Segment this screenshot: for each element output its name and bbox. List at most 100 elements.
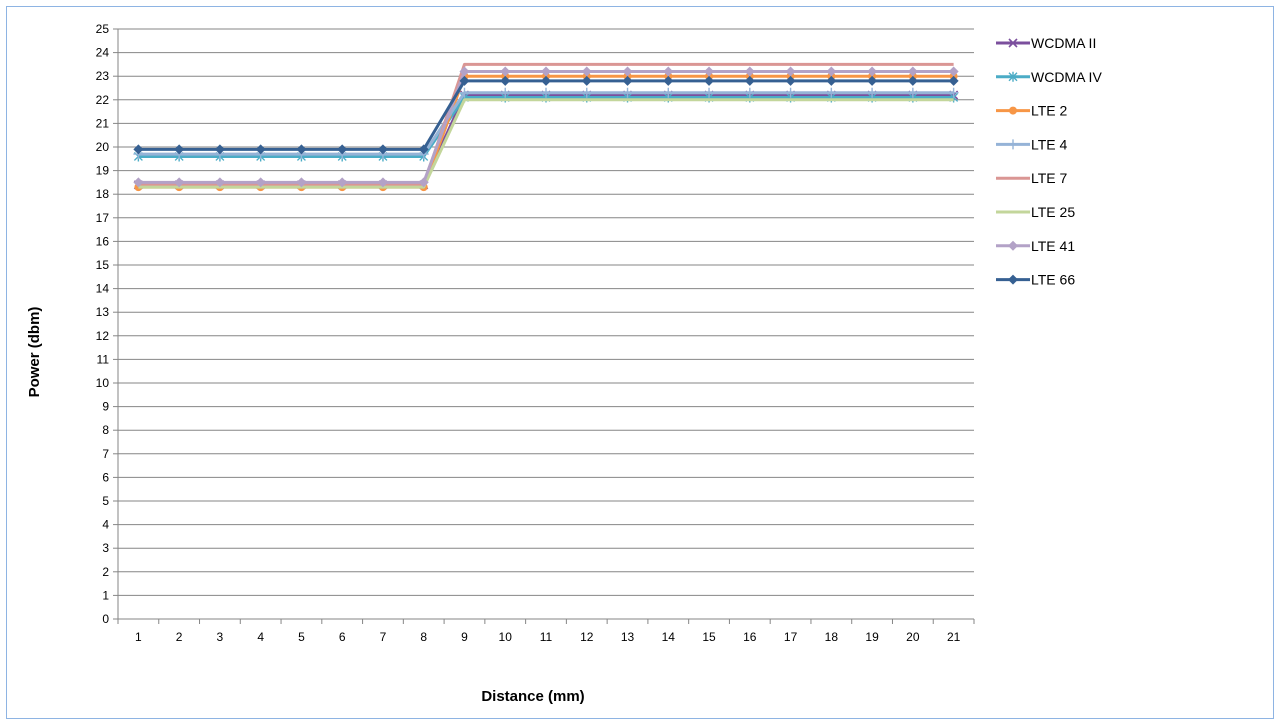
data-point-lte-41 xyxy=(541,66,551,77)
y-tick-label: 14 xyxy=(96,282,110,296)
axes: 0123456789101112131415161718192021222324… xyxy=(96,22,975,644)
gridlines xyxy=(118,28,974,596)
y-tick-label: 2 xyxy=(102,565,109,579)
y-tick-label: 12 xyxy=(96,329,110,343)
chart-area xyxy=(6,6,1274,719)
y-tick-label: 24 xyxy=(96,46,110,60)
data-point-lte-4 xyxy=(704,87,715,98)
legend-item-lte-2: LTE 2 xyxy=(996,103,1068,119)
y-tick-label: 8 xyxy=(102,423,109,437)
data-point-lte-41 xyxy=(255,177,266,188)
legend-item-lte-66: LTE 66 xyxy=(996,272,1075,288)
x-tick-label: 10 xyxy=(499,630,513,644)
data-point-lte-66 xyxy=(581,75,592,86)
data-point-lte-66 xyxy=(785,75,796,86)
data-point-lte-66 xyxy=(133,144,144,155)
y-tick-label: 16 xyxy=(96,234,110,248)
legend-item-lte-41: LTE 41 xyxy=(996,238,1075,254)
legend-marker xyxy=(1008,274,1018,285)
data-point-lte-41 xyxy=(174,177,185,188)
series-lte-66 xyxy=(133,75,959,155)
legend: WCDMA II WCDMA IV LTE 2 LTE 4 LTE 7 LTE 25 LTE… xyxy=(996,35,1102,288)
data-point-lte-66 xyxy=(500,75,511,86)
data-point-lte-4 xyxy=(663,87,674,98)
series-line-lte-25 xyxy=(138,98,954,189)
series-lte-7 xyxy=(138,62,954,187)
data-point-lte-66 xyxy=(214,144,225,155)
series-lte-41 xyxy=(133,66,959,188)
y-tick-label: 10 xyxy=(96,376,110,390)
y-tick-label: 6 xyxy=(102,470,109,484)
data-point-lte-66 xyxy=(255,144,266,155)
legend-marker xyxy=(1008,71,1018,82)
data-point-lte-4 xyxy=(622,87,633,98)
legend-label: LTE 25 xyxy=(1031,204,1075,220)
legend-label: LTE 2 xyxy=(1031,103,1068,119)
x-tick-label: 8 xyxy=(420,630,427,644)
data-point-lte-41 xyxy=(826,66,837,77)
y-tick-label: 9 xyxy=(102,400,109,414)
y-tick-label: 23 xyxy=(96,69,110,83)
legend-label: WCDMA II xyxy=(1031,35,1096,51)
data-point-lte-41 xyxy=(785,66,796,77)
series-lte-25 xyxy=(138,98,954,189)
legend-item-lte-4: LTE 4 xyxy=(996,136,1068,152)
y-tick-label: 25 xyxy=(96,22,110,36)
y-tick-label: 3 xyxy=(102,541,109,555)
legend-item-lte-25: LTE 25 xyxy=(996,204,1075,220)
legend-label: LTE 66 xyxy=(1031,272,1075,288)
y-tick-label: 13 xyxy=(96,305,110,319)
data-point-lte-41 xyxy=(581,66,592,77)
x-tick-label: 5 xyxy=(298,630,305,644)
x-tick-label: 18 xyxy=(825,630,839,644)
y-tick-label: 5 xyxy=(102,494,109,508)
data-point-lte-41 xyxy=(459,66,470,77)
data-point-lte-4 xyxy=(500,87,511,98)
data-point-lte-41 xyxy=(377,177,388,188)
data-point-lte-4 xyxy=(459,87,470,98)
y-axis-title: Power (dbm) xyxy=(26,307,43,398)
y-tick-label: 20 xyxy=(96,140,110,154)
data-point-lte-66 xyxy=(622,75,633,86)
data-point-lte-66 xyxy=(867,75,878,86)
legend-label: LTE 4 xyxy=(1031,136,1068,152)
y-tick-label: 18 xyxy=(96,187,110,201)
data-point-lte-4 xyxy=(581,87,592,98)
data-point-lte-66 xyxy=(948,75,959,86)
y-tick-label: 4 xyxy=(102,518,109,532)
data-point-lte-41 xyxy=(867,66,878,77)
data-point-lte-41 xyxy=(133,177,144,188)
x-tick-label: 2 xyxy=(176,630,183,644)
legend-marker xyxy=(1008,139,1018,150)
y-tick-label: 21 xyxy=(96,116,110,130)
legend-marker xyxy=(1009,106,1017,115)
data-point-lte-41 xyxy=(337,177,348,188)
data-point-lte-66 xyxy=(377,144,388,155)
data-point-lte-66 xyxy=(459,75,470,86)
data-point-lte-41 xyxy=(214,177,225,188)
data-point-lte-4 xyxy=(867,87,878,98)
data-point-lte-41 xyxy=(948,66,959,77)
data-point-lte-66 xyxy=(174,144,185,155)
y-tick-label: 7 xyxy=(102,447,109,461)
data-point-lte-41 xyxy=(704,66,715,77)
data-point-lte-66 xyxy=(337,144,348,155)
data-point-lte-41 xyxy=(500,66,511,77)
x-tick-label: 7 xyxy=(380,630,387,644)
series-layer xyxy=(133,62,959,192)
x-tick-label: 11 xyxy=(540,630,553,644)
y-tick-label: 22 xyxy=(96,93,110,107)
data-point-lte-4 xyxy=(907,87,918,98)
data-point-lte-41 xyxy=(744,66,755,77)
data-point-lte-41 xyxy=(663,66,674,77)
y-tick-label: 17 xyxy=(96,211,110,225)
x-tick-label: 15 xyxy=(702,630,716,644)
data-point-lte-41 xyxy=(907,66,918,77)
x-tick-label: 14 xyxy=(662,630,676,644)
x-tick-label: 16 xyxy=(743,630,757,644)
series-line-wcdma-ii xyxy=(138,93,954,187)
data-point-lte-41 xyxy=(418,177,429,188)
y-tick-label: 0 xyxy=(102,612,109,626)
legend-item-wcdma-ii: WCDMA II xyxy=(996,35,1096,51)
